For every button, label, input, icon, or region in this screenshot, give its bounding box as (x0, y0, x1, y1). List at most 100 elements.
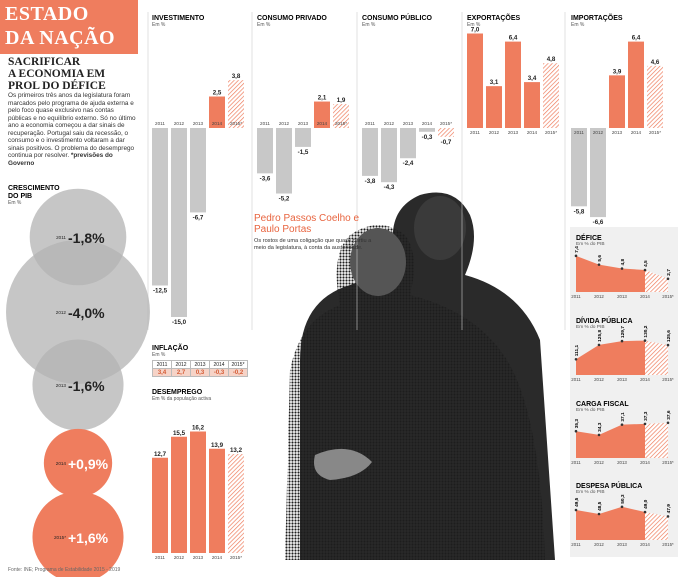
tick-label: 2011 (155, 555, 165, 560)
data-point (620, 423, 624, 426)
tick-label: 2015* (230, 121, 242, 126)
tick-label: 2014 (631, 130, 642, 135)
inflation-values-row: 3,4 2,7 0,3 -0,3 -0,2 (152, 368, 248, 377)
tick-label: 2013 (612, 130, 623, 135)
data-label: -4,3 (384, 184, 395, 191)
growth-bubble (6, 240, 150, 384)
data-label: 129,7 (620, 326, 626, 338)
tick-label: 2014 (527, 130, 538, 135)
tick-label: 2013 (193, 555, 204, 560)
data-point (574, 254, 578, 258)
chart-title: CONSUMO PRIVADO (257, 15, 327, 22)
bar (486, 86, 502, 128)
tick-label: 2012 (279, 121, 290, 126)
data-label: -1,6% (68, 378, 105, 394)
tick-label: 2011 (571, 542, 581, 547)
bar (609, 75, 625, 128)
bar (505, 41, 521, 128)
growth-bubble (32, 491, 124, 577)
bar (295, 128, 311, 147)
subtitle-line-1: SACRIFICAR (8, 56, 81, 68)
data-label: 6,4 (632, 35, 641, 42)
bar (152, 457, 168, 553)
data-label: 125,8 (597, 330, 603, 342)
title-line-1: ESTADO (5, 3, 89, 25)
inflation-value: 0,3 (190, 368, 210, 377)
chart-title: IMPORTAÇÕES (571, 13, 623, 22)
data-label: -5,8 (574, 208, 585, 215)
tick-label: 2012 (593, 130, 604, 135)
data-point (597, 343, 601, 347)
data-label: 47,9 (666, 504, 672, 514)
photo-silhouette (285, 192, 555, 560)
bar (209, 96, 225, 128)
tick-label: 2015* (649, 130, 661, 135)
tick-label: 2015* (662, 460, 674, 465)
tick-label: 2011 (470, 130, 480, 135)
tick-label: 2015* (335, 121, 347, 126)
data-point (643, 510, 647, 514)
tick-label: 2013 (617, 460, 627, 465)
tick-label: 2012 (56, 310, 67, 315)
data-label: 34,3 (597, 422, 603, 432)
chart-unit: Em % (152, 352, 166, 358)
data-point (620, 339, 624, 343)
data-point (597, 433, 601, 437)
tick-label: 2011 (571, 460, 581, 465)
subtitle-line-3: PROL DO DÉFICE (8, 80, 106, 92)
data-label: 12,7 (154, 451, 167, 458)
chart-title: DESEMPREGO (152, 389, 203, 396)
inflation-year: 2011 (152, 360, 172, 369)
data-label: 7,4 (574, 246, 580, 253)
data-label: 3,1 (490, 79, 499, 86)
tick-label: 2011 (155, 121, 165, 126)
data-label: -0,3 (422, 134, 433, 141)
chart-unit: Em % do PIB (576, 324, 605, 330)
source-note: Fonte: INE; Programa de Estabilidade 201… (8, 567, 121, 573)
tick-label: 2013 (508, 130, 519, 135)
bar (276, 128, 292, 194)
data-label: 130,2 (643, 325, 649, 337)
data-label: 6,4 (509, 35, 518, 42)
tick-label: 2014 (212, 555, 223, 560)
tick-label: 2015* (230, 555, 242, 560)
tick-label: 2014 (422, 121, 433, 126)
chart-unit: Em % do PIB (576, 407, 605, 413)
data-label: 4,6 (651, 59, 660, 66)
data-label: 5,6 (597, 255, 603, 262)
bar (543, 63, 559, 129)
growth-bubble (32, 339, 124, 431)
tick-label: 2013 (193, 121, 204, 126)
data-label: -1,5 (298, 149, 309, 156)
chart-title: DÉFICE (576, 233, 602, 242)
chart-title: DESPESA PÚBLICA (576, 481, 642, 490)
data-label: 125,6 (666, 330, 672, 342)
chart-title: DO PIB (8, 193, 32, 200)
tick-label: 2011 (571, 294, 581, 299)
data-label: -1,8% (68, 230, 105, 246)
inflation-year: 2015* (228, 360, 248, 369)
subtitle-line-2: A ECONOMIA EM (8, 68, 106, 80)
tick-label: 2011 (574, 130, 584, 135)
data-point (643, 422, 647, 426)
data-label: -6,7 (193, 214, 204, 221)
inflation-years-row: 2011 2012 2013 2014 2015* (152, 360, 248, 369)
data-label: -15,0 (172, 319, 187, 326)
bar (228, 80, 244, 128)
data-point (643, 339, 647, 342)
area-fill (576, 506, 645, 540)
tick-label: 2012 (489, 130, 500, 135)
inflation-value: -0,3 (209, 368, 229, 377)
intro-note: *previsões do Governo (8, 152, 113, 167)
bar (590, 128, 606, 218)
inflation-year: 2012 (171, 360, 191, 369)
bar (209, 448, 225, 553)
bar (362, 128, 378, 176)
chart-unit: Em % (362, 22, 376, 28)
masthead: ESTADO DA NAÇÃO (0, 0, 138, 54)
data-point (597, 263, 601, 266)
data-label: 111,1 (574, 344, 580, 356)
inflation-value: -0,2 (228, 368, 248, 377)
area-forecast (645, 270, 668, 292)
